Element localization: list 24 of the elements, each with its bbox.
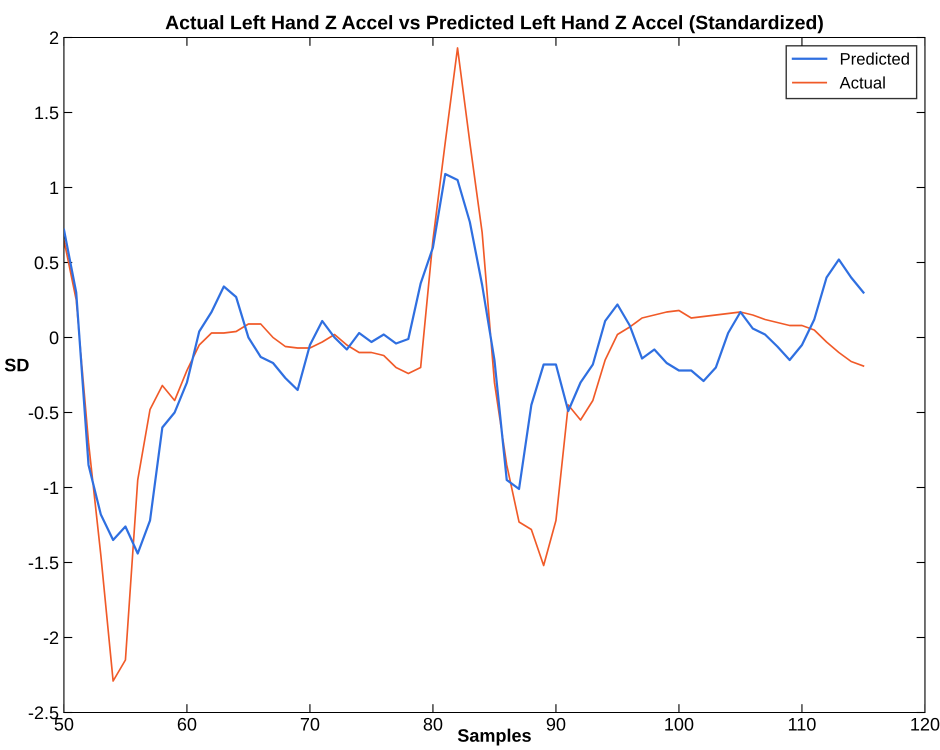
legend-label: Predicted bbox=[840, 52, 909, 65]
x-tick-label: 100 bbox=[665, 718, 694, 731]
y-tick-label: -0.5 bbox=[28, 406, 58, 420]
x-tick-label: 60 bbox=[178, 718, 196, 731]
y-tick-label: 0 bbox=[50, 331, 58, 344]
legend-label: Actual bbox=[840, 76, 885, 89]
x-tick-label: 90 bbox=[546, 718, 566, 731]
y-tick-label: -2 bbox=[44, 631, 58, 644]
chart-title: Actual Left Hand Z Accel vs Predicted Left Hand Z Accel (Standardized) bbox=[166, 15, 823, 34]
y-tick-label: -1.5 bbox=[28, 556, 58, 570]
y-tick-label: 1 bbox=[50, 182, 58, 194]
y-tick-label: 2 bbox=[50, 31, 58, 44]
y-tick-label: 1.5 bbox=[35, 106, 58, 120]
y-tick-label: 0.5 bbox=[34, 256, 58, 270]
x-tick-label: 120 bbox=[911, 718, 940, 731]
y-axis-title: SD bbox=[4, 358, 29, 372]
x-tick-label: 80 bbox=[424, 718, 442, 731]
line-series bbox=[64, 172, 865, 555]
x-axis-title: Samples bbox=[458, 728, 531, 746]
y-tick-label: -1 bbox=[44, 482, 58, 494]
y-tick-label: -2.5 bbox=[28, 706, 58, 720]
x-tick-label: 110 bbox=[788, 718, 816, 731]
x-tick-label: 50 bbox=[54, 718, 74, 731]
x-tick-label: 70 bbox=[300, 718, 320, 731]
